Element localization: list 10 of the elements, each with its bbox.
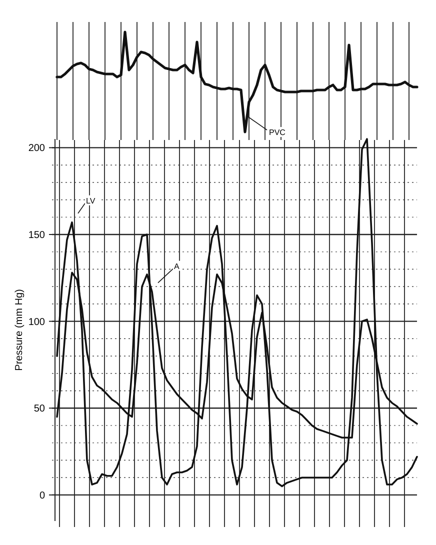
line-series [56, 138, 418, 488]
y-axis-title: Pressure (mm Hg) [14, 289, 25, 371]
y-tick-label: 200 [28, 143, 46, 154]
y-tick-label: 150 [28, 230, 46, 241]
y-tick-label: 50 [34, 404, 46, 415]
text: LV [86, 196, 96, 206]
text: A [174, 262, 180, 271]
y-tick-label: 100 [28, 316, 46, 328]
y-tick-label: 0 [39, 490, 46, 502]
annotation: PVC [269, 128, 286, 137]
